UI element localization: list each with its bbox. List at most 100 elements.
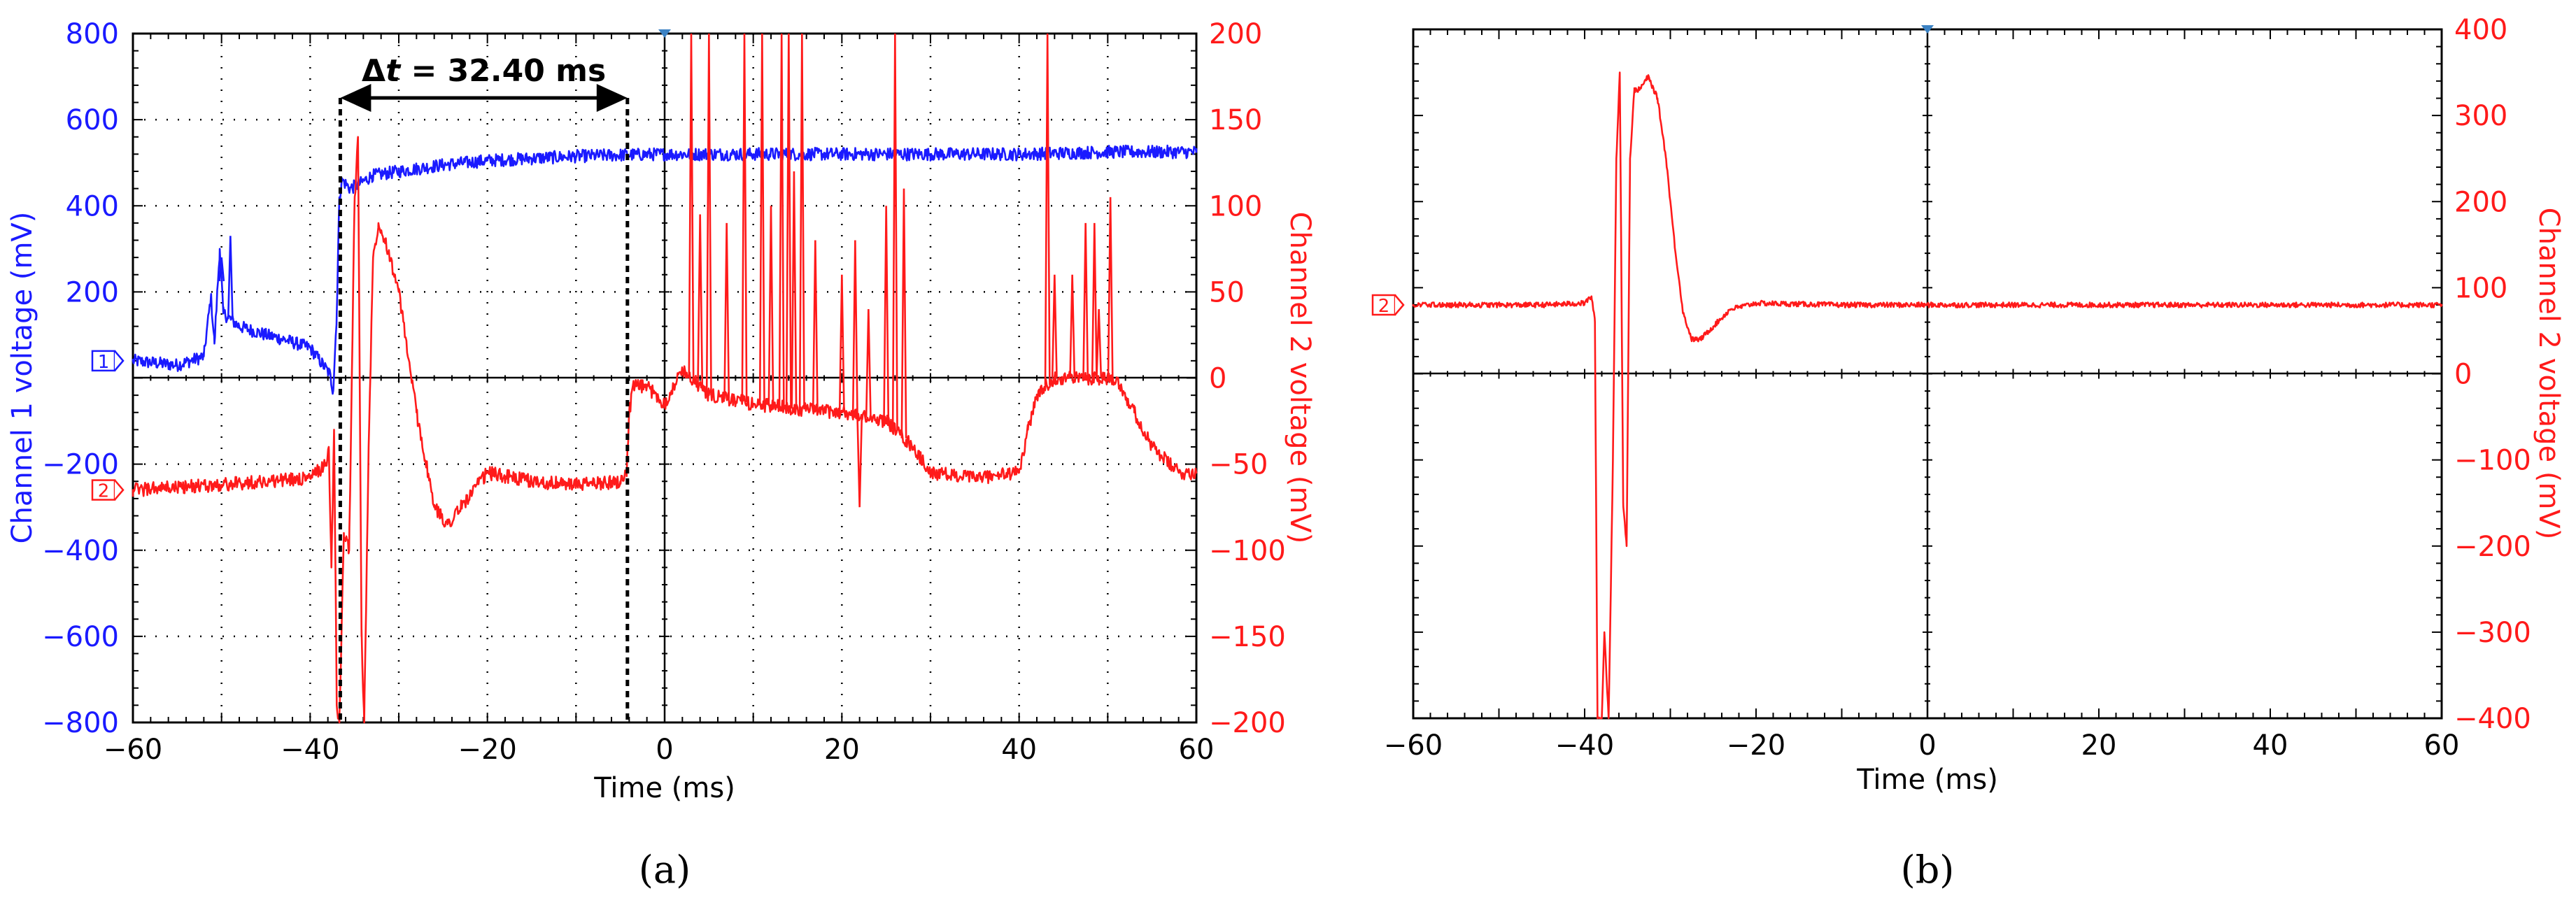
y-right-tick-labels-b: 400 300 200 100 0 −100 −200 −300 −400 xyxy=(2454,14,2531,735)
y-left-tick-label: −600 xyxy=(42,621,119,653)
spike xyxy=(851,240,858,415)
spike xyxy=(758,33,765,405)
spike xyxy=(778,33,785,408)
spike xyxy=(705,33,712,396)
channel-markers-b: 2 xyxy=(1371,294,1405,317)
y-left-tick-label: −400 xyxy=(42,535,119,567)
y-right-tick-label: −50 xyxy=(1209,449,1268,481)
spike xyxy=(785,33,792,408)
channel-marker-label: 2 xyxy=(98,481,110,502)
y-right-axis-title-b: Channel 2 voltage (mV) xyxy=(2533,208,2565,540)
x-tick-label: −40 xyxy=(1555,729,1614,762)
y-left-tick-label: 400 xyxy=(66,190,119,222)
y-left-tick-label: −200 xyxy=(42,449,119,481)
y-right-tick-label: 100 xyxy=(1209,190,1262,222)
spike xyxy=(741,33,748,402)
x-tick-label: 20 xyxy=(824,734,860,766)
trigger-marker-icon xyxy=(1921,25,1934,34)
y-right-tick-label: 100 xyxy=(2454,272,2507,304)
y-right-tick-label: 0 xyxy=(2454,359,2472,391)
arrow-left-icon xyxy=(340,84,371,112)
series-group-b xyxy=(1412,71,2443,720)
series-line-channel2 xyxy=(132,136,1198,724)
x-tick-label: 20 xyxy=(2081,729,2117,762)
delta-t-label: Δt = 32.40 ms xyxy=(362,53,606,89)
y-left-tick-label: 200 xyxy=(66,276,119,308)
trigger-marker-icon xyxy=(658,29,671,38)
spike xyxy=(865,308,872,418)
y-right-tick-label: −100 xyxy=(2454,445,2531,477)
x-tick-label: −20 xyxy=(1727,729,1785,762)
x-tick-labels-b: −60 −40 −20 0 20 40 60 xyxy=(1384,729,2460,762)
series-line-channel2 xyxy=(1412,71,2443,720)
panel-b: −60 −40 −20 0 20 40 60 4003002001000−100−200−3… xyxy=(1371,14,2565,892)
x-tick-label: 0 xyxy=(656,734,673,766)
spike xyxy=(1082,222,1089,378)
y-right-tick-label: −200 xyxy=(1209,707,1286,739)
y-left-tick-label: −800 xyxy=(42,707,119,739)
channel-marker-arrow xyxy=(1394,294,1405,315)
spike xyxy=(891,33,898,430)
spike xyxy=(900,188,907,439)
series-group-a xyxy=(132,33,1198,724)
y-right-tick-label: 0 xyxy=(1209,363,1226,395)
spike xyxy=(838,274,845,413)
x-tick-label: 60 xyxy=(2424,729,2460,762)
panel-a: Δt = 32.40 ms −60 −40 −20 0 20 40 60 800600400… xyxy=(6,18,1316,892)
spike xyxy=(1069,274,1076,378)
y-left-tick-labels-a: 800 600 400 200 −200 −400 −600 −800 xyxy=(42,18,119,739)
y-left-tick-label: 800 xyxy=(66,18,119,50)
x-tick-labels-a: −60 −40 −20 0 20 40 60 xyxy=(104,734,1215,766)
y-right-tick-label: −150 xyxy=(1209,621,1286,653)
y-right-tick-labels-a: 200 150 100 50 0 −50 −100 −150 −200 xyxy=(1209,18,1286,739)
spike xyxy=(1051,274,1058,378)
x-tick-label: 40 xyxy=(1001,734,1037,766)
channel-marker-arrow xyxy=(114,350,125,371)
series-line-channel1 xyxy=(132,144,1198,395)
spike xyxy=(791,171,798,409)
spike xyxy=(856,415,863,508)
x-axis-title-a: Time (ms) xyxy=(593,772,735,804)
y-right-tick-label: 150 xyxy=(1209,104,1262,136)
delta-t-annotation: Δt = 32.40 ms xyxy=(338,53,630,722)
x-tick-label: −60 xyxy=(104,734,162,766)
spike xyxy=(798,33,805,410)
spike xyxy=(1044,33,1051,385)
y-right-tick-label: −200 xyxy=(2454,531,2531,563)
x-tick-label: −60 xyxy=(1384,729,1443,762)
spike xyxy=(218,257,225,282)
spike xyxy=(227,236,234,320)
y-right-tick-label: −400 xyxy=(2454,703,2531,735)
y-right-tick-label: 200 xyxy=(1209,18,1262,50)
y-right-tick-label: 200 xyxy=(2454,186,2507,218)
channel-marker-label: 2 xyxy=(1378,296,1390,317)
channel-2-marker-icon xyxy=(91,479,116,501)
spike xyxy=(767,206,774,406)
x-tick-label: −20 xyxy=(458,734,516,766)
spike xyxy=(1107,197,1114,378)
y-left-tick-label: 600 xyxy=(66,104,119,136)
x-tick-label: −40 xyxy=(281,734,339,766)
y-right-tick-label: 300 xyxy=(2454,100,2507,132)
spike xyxy=(1096,308,1103,378)
spike xyxy=(723,222,730,399)
x-tick-label: 60 xyxy=(1179,734,1215,766)
panel-label-b: (b) xyxy=(1901,848,1955,892)
x-tick-label: 0 xyxy=(1918,729,1936,762)
y-right-tick-label: −300 xyxy=(2454,617,2531,649)
minor-ticks-a xyxy=(133,29,1196,722)
spike xyxy=(697,214,704,387)
panel-label-a: (a) xyxy=(639,848,691,892)
y-right-axis-title-a: Channel 2 voltage (mV) xyxy=(1284,212,1316,544)
x-tick-label: 40 xyxy=(2253,729,2288,762)
channel-marker-arrow xyxy=(114,479,125,501)
y-right-tick-label: 400 xyxy=(2454,14,2507,46)
channel-markers-a: 12 xyxy=(91,350,125,502)
arrow-right-icon xyxy=(596,84,628,112)
x-axis-title-b: Time (ms) xyxy=(1856,764,1998,796)
y-right-tick-label: −100 xyxy=(1209,535,1286,567)
y-left-axis-title-a: Channel 1 voltage (mV) xyxy=(6,212,38,544)
channel-marker-label: 1 xyxy=(98,352,110,373)
y-right-tick-label: 50 xyxy=(1209,276,1245,308)
